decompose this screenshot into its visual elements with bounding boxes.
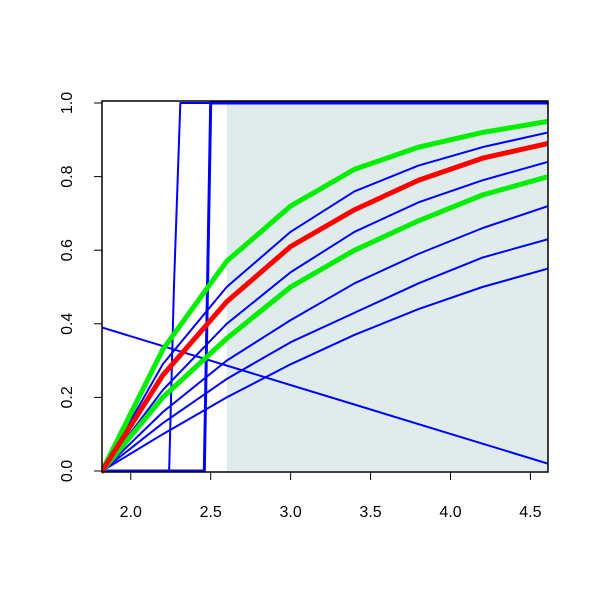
y-tick-label: 0.6: [59, 239, 76, 261]
x-tick-label: 2.0: [120, 504, 142, 521]
plot-frame: [101, 100, 549, 473]
series-line: [102, 118, 548, 474]
series-line: [102, 205, 548, 472]
plot-area: [102, 101, 548, 474]
x-tick-label: 3.5: [359, 504, 381, 521]
y-tick-label: 0.0: [59, 460, 76, 482]
x-tick-label: 3.0: [280, 504, 302, 521]
y-tick-label: 0.8: [59, 165, 76, 187]
series-line: [102, 160, 548, 472]
x-tick-label: 2.5: [200, 504, 222, 521]
series-line: [102, 326, 548, 465]
series-line: [102, 140, 548, 474]
series-line: [102, 267, 548, 472]
series-line: [102, 131, 548, 472]
shaded-region: [226, 103, 548, 471]
y-tick-label: 0.2: [59, 386, 76, 408]
series-line: [102, 238, 548, 472]
x-tick-label: 4.0: [439, 504, 461, 521]
series-line: [102, 174, 548, 474]
x-tick-label: 4.5: [519, 504, 541, 521]
y-tick-label: 0.4: [59, 313, 76, 335]
y-tick-label: 1.0: [59, 92, 76, 114]
